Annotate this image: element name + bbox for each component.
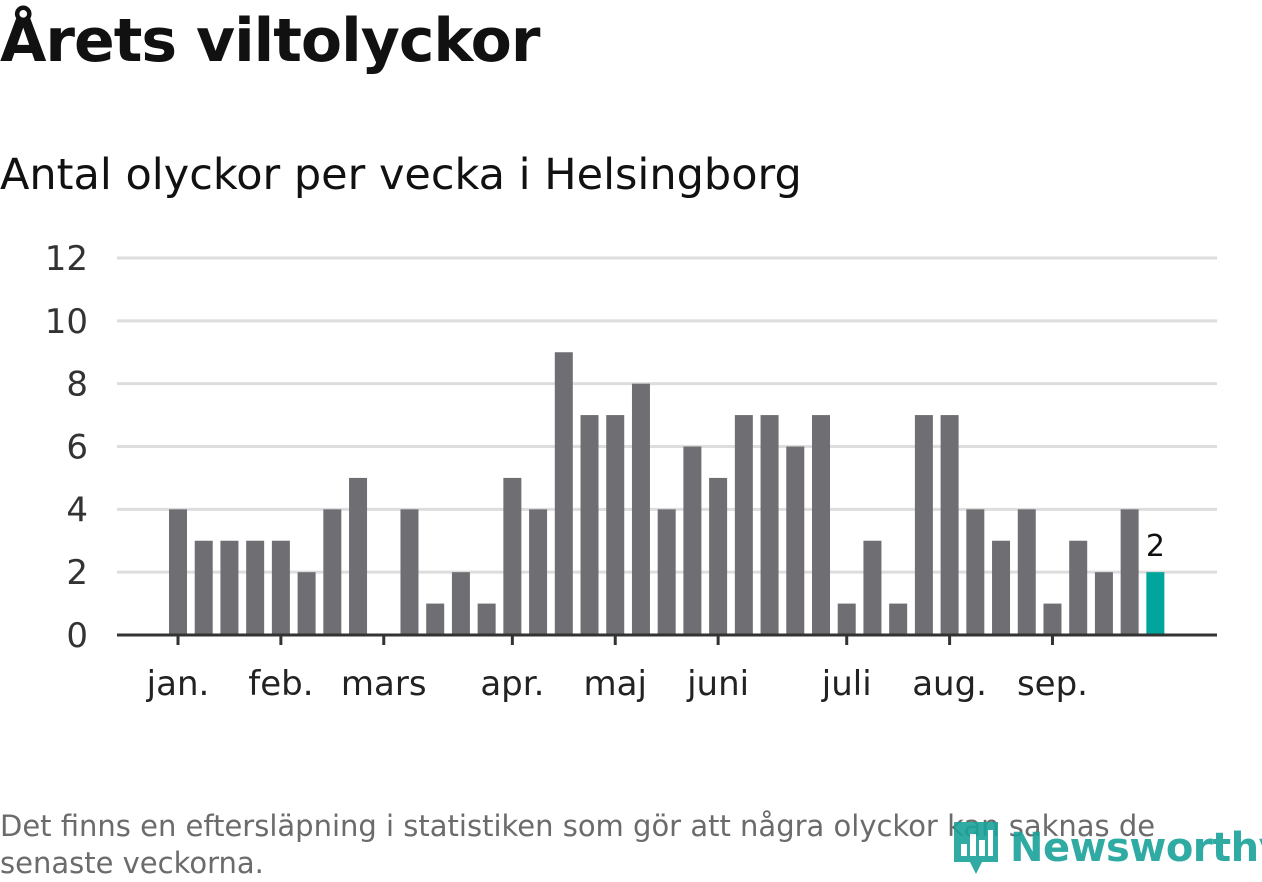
bar	[246, 540, 265, 635]
annotations: 2	[1146, 529, 1165, 564]
bar	[657, 509, 676, 635]
chart-title: Årets viltolyckor	[0, 6, 540, 76]
x-tick-label: aug.	[912, 664, 987, 704]
bar	[451, 572, 470, 635]
data-label: 2	[1146, 529, 1165, 564]
bar	[580, 415, 599, 635]
bar	[169, 509, 187, 635]
bar	[760, 415, 779, 635]
y-axis-ticks: 0 2 4 6 8 10 12	[45, 239, 88, 656]
bar	[220, 540, 239, 635]
bar	[606, 415, 625, 635]
bar	[323, 509, 342, 635]
bar	[1017, 509, 1036, 635]
newsworthy-logo: Newsworthy	[950, 818, 1262, 878]
bar	[837, 603, 856, 635]
bars	[169, 352, 1165, 635]
brand-name: Newsworthy	[1010, 825, 1262, 871]
bar	[786, 446, 805, 635]
bar	[812, 415, 830, 635]
bar	[400, 509, 419, 635]
y-tick-label: 0	[66, 616, 88, 656]
bar	[1120, 509, 1139, 635]
x-tick-label: jan.	[146, 664, 210, 704]
x-tick-label: maj	[584, 664, 647, 704]
y-tick-label: 8	[66, 365, 88, 405]
y-tick-label: 2	[66, 553, 88, 593]
bar	[503, 477, 522, 635]
bar	[426, 603, 445, 635]
x-tick-label: feb.	[248, 664, 313, 704]
bar	[683, 446, 702, 635]
x-tick-label: juli	[821, 664, 872, 704]
bar	[529, 509, 548, 635]
bar-chart: 0 2 4 6 8 10 12 jan. feb. mars apr. maj juni juli aug…	[45, 239, 1217, 704]
bar	[271, 540, 290, 635]
x-axis: jan. feb. mars apr. maj juni juli aug. sep.	[117, 633, 1217, 704]
bar	[349, 477, 368, 635]
bar	[1043, 603, 1062, 635]
chart-subtitle: Antal olyckor per vecka i Helsingborg	[0, 150, 802, 200]
x-tick-label: juni	[686, 664, 749, 704]
x-tick-label: sep.	[1017, 664, 1088, 704]
bar-chart-pin-icon	[954, 822, 998, 874]
bar	[1069, 540, 1088, 635]
bar	[1094, 572, 1113, 635]
bar	[992, 540, 1011, 635]
y-tick-label: 4	[66, 490, 88, 530]
y-tick-label: 12	[45, 239, 88, 279]
bar	[477, 603, 496, 635]
bar	[709, 477, 728, 635]
bar	[631, 383, 650, 635]
bar	[297, 572, 316, 635]
bar	[194, 540, 213, 635]
x-tick-label: apr.	[480, 664, 544, 704]
bar	[966, 509, 985, 635]
x-tick-label: mars	[341, 664, 427, 704]
y-tick-label: 6	[66, 428, 88, 468]
bar	[554, 352, 573, 635]
bar	[889, 603, 908, 635]
y-tick-label: 10	[45, 302, 88, 342]
bar-latest-week	[1146, 572, 1165, 635]
bar	[914, 415, 933, 635]
bar	[940, 415, 959, 635]
bar	[734, 415, 753, 635]
bar	[863, 540, 882, 635]
